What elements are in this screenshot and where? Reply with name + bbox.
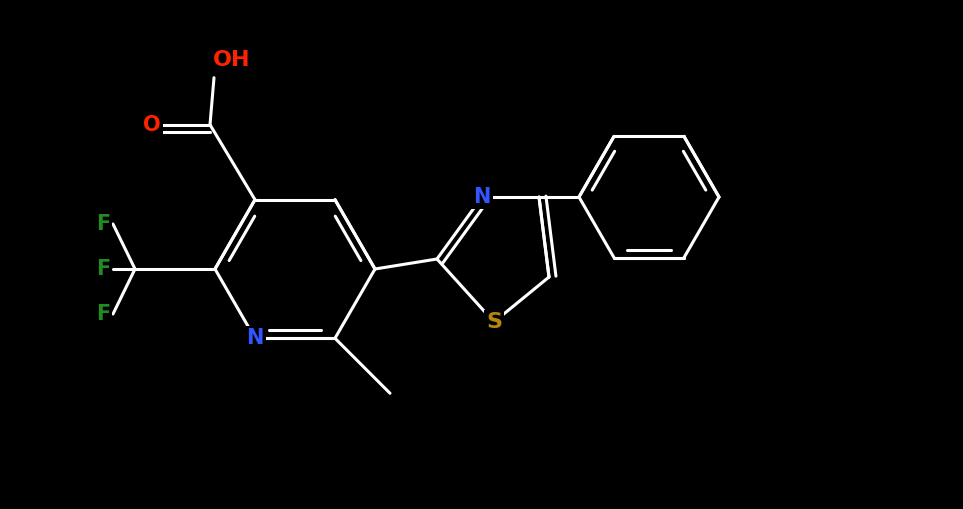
Text: N: N <box>473 187 491 207</box>
Text: F: F <box>96 214 110 234</box>
Text: N: N <box>247 328 264 348</box>
Text: OH: OH <box>213 50 250 70</box>
Text: F: F <box>96 259 110 279</box>
Text: O: O <box>143 115 161 135</box>
Text: F: F <box>96 304 110 324</box>
Text: S: S <box>486 312 502 332</box>
